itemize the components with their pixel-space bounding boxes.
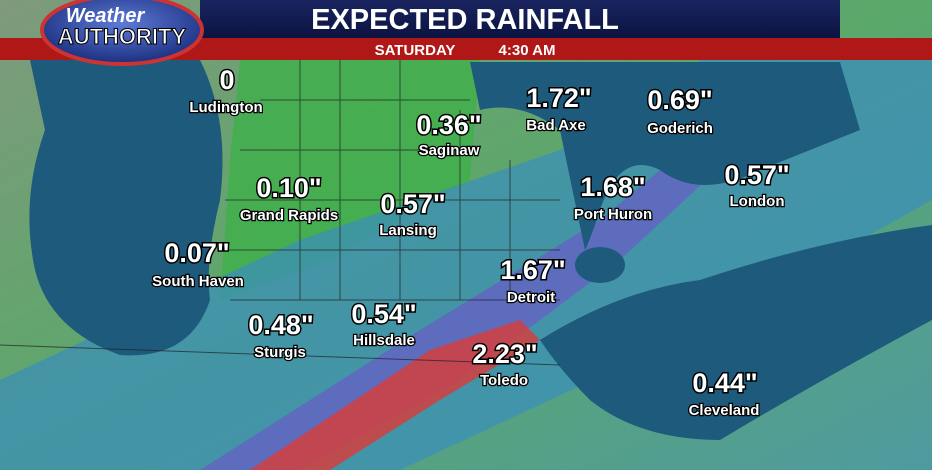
day: SATURDAY [375, 42, 456, 59]
city-name: Detroit [507, 289, 555, 306]
lake-michigan [29, 60, 223, 356]
city-name: Bad Axe [526, 117, 585, 134]
rainfall-value: 0.69" [647, 85, 712, 115]
rainfall-value: 1.72" [526, 83, 591, 113]
rainfall-value: 0.36" [416, 110, 481, 140]
rainfall-value: 0.10" [256, 173, 321, 203]
rain-heavy [200, 120, 760, 470]
rainfall-value: 0.54" [351, 299, 416, 329]
city-name: London [730, 193, 785, 210]
city-name: Ludington [189, 99, 262, 116]
city-name: Saginaw [419, 142, 480, 159]
time: 4:30 AM [499, 42, 556, 59]
city-name: Port Huron [574, 206, 652, 223]
city-name: Goderich [647, 120, 713, 137]
rainfall-value: 1.68" [580, 172, 645, 202]
logo-text: Weather [66, 5, 146, 27]
city-name: Cleveland [689, 402, 760, 419]
rainfall-value: 0.07" [164, 238, 229, 268]
rainfall-value: 0.57" [380, 189, 445, 219]
city-name: Hillsdale [353, 332, 415, 349]
logo-badge [40, 0, 204, 66]
city-name: Grand Rapids [240, 207, 338, 224]
rainfall-value: 1.67" [500, 255, 565, 285]
title: EXPECTED RAINFALL [311, 4, 619, 36]
rain-light [220, 60, 480, 300]
logo-text: AUTHORITY [58, 24, 187, 49]
lake-huron [470, 62, 860, 250]
lake-st-clair [575, 247, 625, 283]
city-name: Lansing [379, 222, 437, 239]
rainfall-value: 0.48" [248, 310, 313, 340]
rainfall-value: 2.23" [472, 339, 537, 369]
rain-extreme [250, 320, 540, 470]
rainfall-value: 0.57" [724, 160, 789, 190]
rainfall-value: 0 [219, 65, 234, 95]
lake-erie [540, 225, 932, 440]
city-name: Sturgis [254, 344, 306, 361]
county-lines [0, 60, 561, 366]
city-name: Toledo [480, 372, 528, 389]
city-labels: 0 Ludington 0.36" Saginaw 1.72" Bad Axe 0.69" G… [151, 64, 791, 421]
subheader-bar [0, 38, 932, 60]
header-bar [200, 0, 840, 38]
rainfall-value: 0.44" [692, 368, 757, 398]
city-name: South Haven [152, 273, 244, 290]
